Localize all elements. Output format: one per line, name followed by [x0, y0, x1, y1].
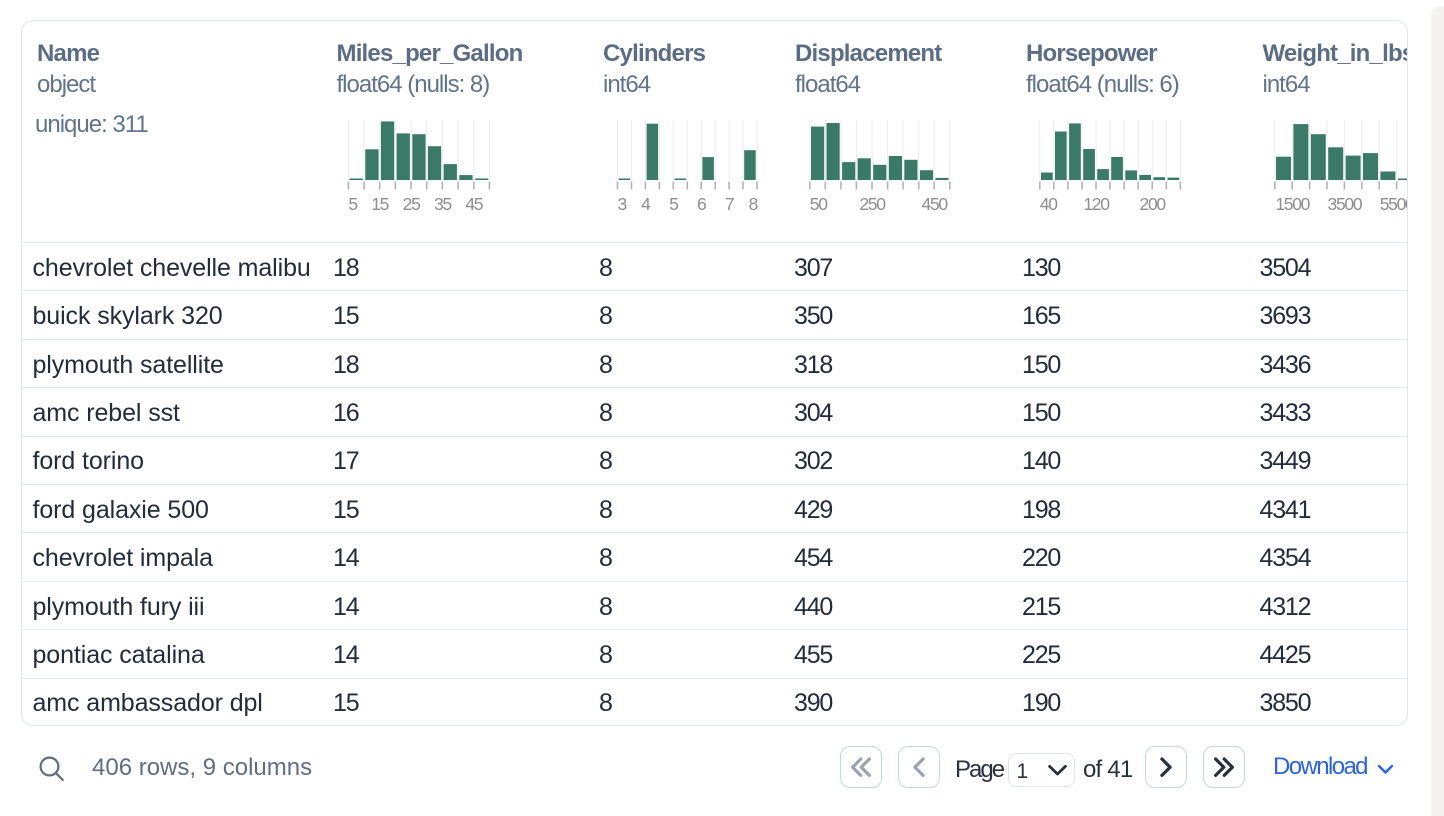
svg-text:25: 25	[403, 194, 420, 214]
svg-text:4: 4	[641, 194, 651, 214]
svg-text:6: 6	[697, 194, 706, 214]
svg-text:3500: 3500	[1328, 194, 1363, 214]
svg-text:15: 15	[371, 194, 388, 214]
svg-text:1500: 1500	[1275, 194, 1310, 214]
svg-text:250: 250	[859, 194, 886, 214]
svg-text:200: 200	[1140, 194, 1167, 214]
svg-text:5: 5	[669, 194, 678, 214]
svg-text:50: 50	[810, 194, 828, 214]
svg-text:5500: 5500	[1380, 194, 1408, 214]
svg-text:450: 450	[922, 194, 949, 214]
svg-text:8: 8	[749, 194, 758, 214]
svg-text:5: 5	[348, 194, 357, 214]
svg-text:35: 35	[434, 194, 451, 214]
svg-text:45: 45	[465, 194, 482, 214]
svg-text:120: 120	[1083, 194, 1110, 214]
svg-text:3: 3	[618, 194, 627, 214]
svg-text:7: 7	[725, 194, 734, 214]
svg-text:40: 40	[1040, 194, 1058, 214]
